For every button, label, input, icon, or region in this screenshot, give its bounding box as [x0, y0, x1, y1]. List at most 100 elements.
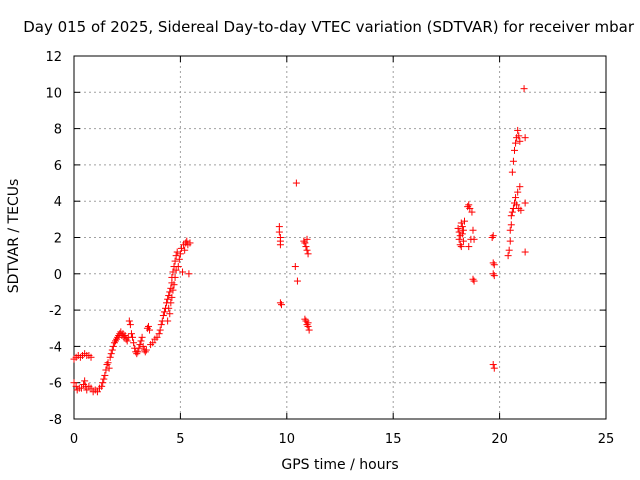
- data-point: [305, 326, 313, 334]
- data-point: [93, 388, 101, 396]
- data-point: [165, 304, 173, 312]
- data-point: [470, 277, 478, 285]
- data-point: [513, 201, 521, 209]
- data-point: [293, 277, 301, 285]
- data-point: [455, 228, 463, 236]
- data-point: [87, 384, 95, 392]
- data-point: [292, 179, 300, 187]
- y-tick-label: 8: [54, 123, 62, 138]
- data-point: [303, 235, 311, 243]
- data-point: [459, 237, 467, 245]
- data-point: [136, 341, 144, 349]
- data-point: [114, 333, 122, 341]
- y-tick-label: 4: [54, 195, 62, 210]
- data-point: [276, 241, 284, 249]
- data-point: [489, 270, 497, 278]
- data-point: [171, 273, 179, 281]
- data-point: [455, 235, 463, 243]
- data-point: [508, 168, 516, 176]
- data-point: [504, 252, 512, 260]
- data-point: [166, 288, 174, 296]
- data-point: [488, 234, 496, 241]
- y-tick-label: 0: [54, 268, 62, 283]
- x-tick-label: 20: [491, 432, 508, 447]
- data-point: [515, 132, 523, 140]
- data-point: [490, 272, 498, 280]
- data-point: [81, 377, 89, 385]
- data-point: [111, 337, 119, 345]
- data-point: [157, 321, 165, 329]
- data-point: [277, 301, 285, 309]
- data-point: [506, 237, 514, 245]
- data-point: [183, 237, 191, 245]
- data-point: [77, 384, 85, 392]
- data-point: [303, 321, 311, 329]
- y-tick-label: -2: [49, 304, 62, 319]
- data-point: [490, 364, 498, 372]
- data-point: [160, 308, 168, 316]
- data-point: [98, 382, 106, 390]
- data-point: [507, 212, 515, 220]
- data-point: [510, 146, 518, 154]
- data-point: [181, 246, 189, 254]
- x-tick-label: 25: [598, 432, 615, 447]
- data-point: [469, 226, 477, 234]
- data-point: [521, 199, 529, 207]
- data-point: [167, 299, 175, 307]
- x-tick-label: 10: [279, 432, 296, 447]
- data-point: [521, 134, 529, 142]
- data-point: [177, 244, 185, 252]
- data-point: [301, 239, 309, 247]
- chart-title: Day 015 of 2025, Sidereal Day-to-day VTE…: [23, 18, 634, 36]
- data-point: [123, 337, 131, 345]
- y-tick-label: 10: [45, 86, 62, 101]
- data-point: [489, 232, 497, 240]
- data-point: [466, 204, 474, 212]
- data-point: [103, 361, 111, 369]
- data-point: [169, 268, 177, 276]
- data-point: [520, 85, 528, 93]
- data-point: [144, 322, 152, 330]
- data-point: [186, 239, 194, 247]
- data-point: [105, 364, 113, 372]
- data-point: [104, 359, 112, 367]
- data-point: [489, 361, 497, 369]
- data-point: [102, 366, 110, 374]
- data-point: [171, 257, 179, 265]
- data-point: [101, 371, 109, 379]
- data-point: [133, 350, 141, 358]
- data-point: [130, 339, 138, 347]
- data-points: [70, 85, 529, 396]
- data-point: [514, 188, 522, 196]
- y-tick-label: 12: [45, 50, 62, 65]
- data-point: [465, 201, 473, 209]
- y-tick-label: 2: [54, 232, 62, 247]
- data-point: [168, 293, 176, 301]
- data-point: [489, 259, 497, 267]
- data-point: [460, 217, 468, 225]
- data-point: [134, 348, 142, 356]
- data-point: [291, 263, 299, 271]
- data-point: [141, 348, 149, 356]
- data-point: [83, 386, 91, 394]
- data-point: [169, 286, 177, 294]
- data-point: [113, 335, 121, 343]
- data-point: [142, 346, 150, 354]
- data-point: [490, 261, 498, 269]
- data-point: [138, 333, 146, 341]
- data-point: [165, 292, 173, 300]
- y-tick-label: -8: [49, 413, 62, 428]
- data-point: [507, 221, 515, 229]
- data-point: [304, 250, 312, 258]
- data-point: [99, 379, 107, 387]
- data-point: [470, 235, 478, 243]
- data-point: [469, 275, 477, 283]
- data-point: [170, 281, 178, 289]
- data-point: [275, 228, 283, 236]
- data-point: [276, 299, 284, 307]
- data-point: [175, 255, 183, 263]
- data-point: [159, 312, 167, 320]
- data-point: [303, 246, 311, 254]
- data-point: [185, 270, 193, 278]
- data-point: [468, 208, 476, 216]
